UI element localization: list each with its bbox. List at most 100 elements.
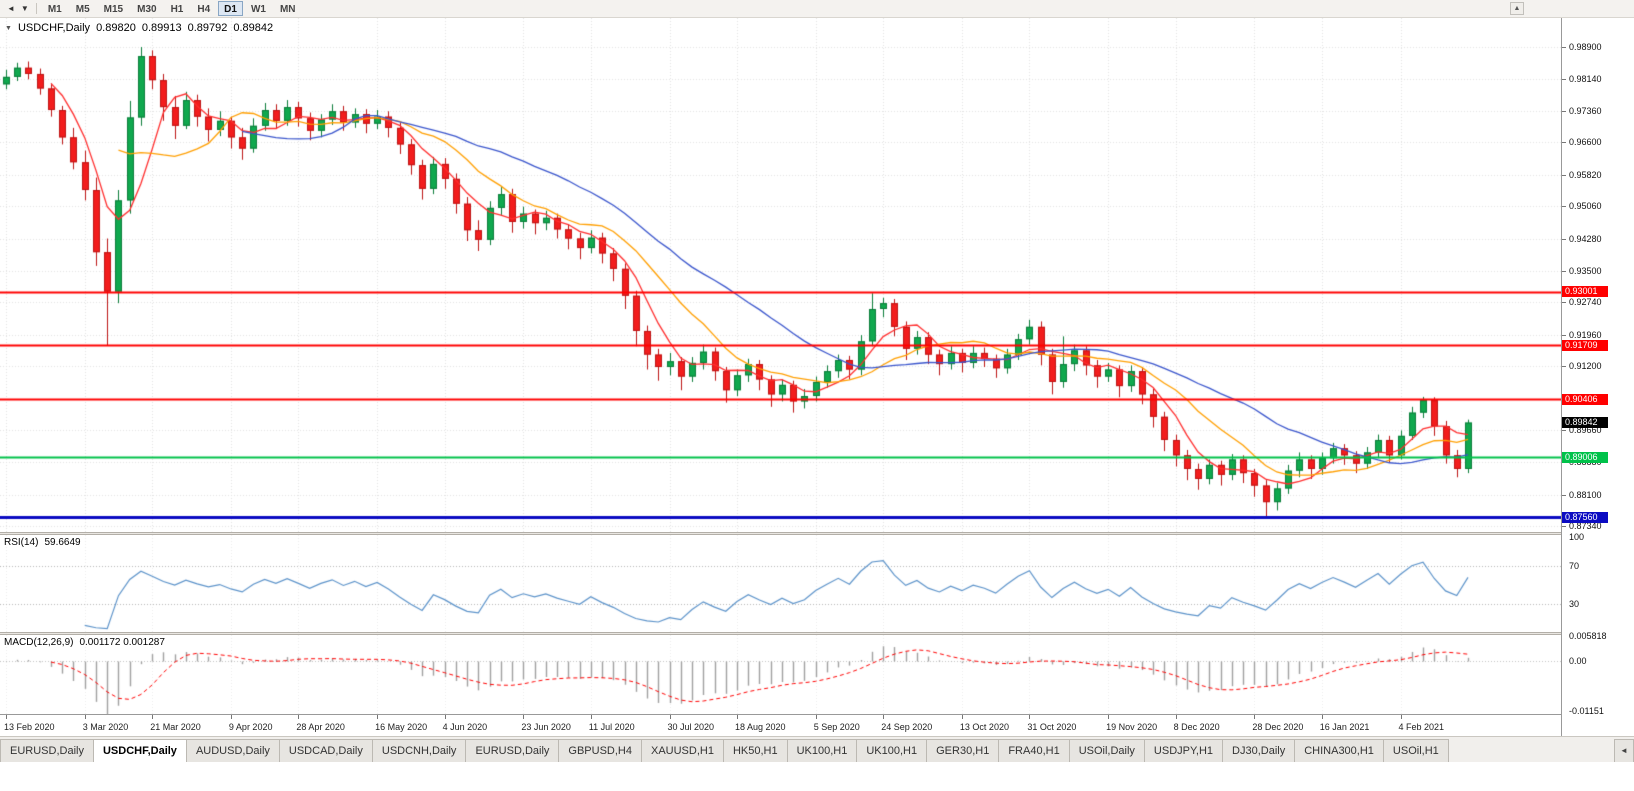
price-level-flag: 0.87560 bbox=[1562, 511, 1608, 523]
time-axis-tick bbox=[445, 715, 446, 719]
price-axis-tick bbox=[1562, 271, 1566, 272]
price-chart-panel[interactable]: ▼ USDCHF,Daily 0.89820 0.89913 0.89792 0… bbox=[0, 18, 1561, 532]
time-axis-label: 8 Dec 2020 bbox=[1173, 722, 1220, 732]
time-axis-label: 4 Jun 2020 bbox=[442, 722, 488, 732]
panel-splitter[interactable] bbox=[0, 532, 1634, 535]
price-axis-label: 0.98900 bbox=[1569, 42, 1602, 53]
chart-tab[interactable]: USDCAD,Daily bbox=[278, 739, 373, 762]
toolbar-dropdown-caret-icon[interactable]: ▼ bbox=[20, 4, 29, 13]
timeframe-button-w1[interactable]: W1 bbox=[250, 4, 266, 15]
chart-tab[interactable]: GBPUSD,H4 bbox=[558, 739, 642, 762]
panel-splitter[interactable] bbox=[0, 632, 1634, 635]
chart-tab[interactable]: AUDUSD,Daily bbox=[185, 739, 280, 762]
time-axis-tick bbox=[1029, 715, 1030, 719]
macd-chart-canvas[interactable] bbox=[0, 635, 1561, 714]
chart-symbol-label: USDCHF,Daily bbox=[17, 22, 91, 34]
time-axis-tick bbox=[737, 715, 738, 719]
time-axis-tick bbox=[670, 715, 671, 719]
time-axis-tick bbox=[816, 715, 817, 719]
chart-cursor-icon[interactable]: ◄ bbox=[7, 4, 15, 13]
timeframe-button-h4[interactable]: H4 bbox=[197, 4, 211, 15]
chart-tab[interactable]: UK100,H1 bbox=[786, 739, 858, 762]
rsi-value: 59.6649 bbox=[44, 537, 81, 548]
price-axis-label: 0.94280 bbox=[1569, 233, 1602, 244]
chart-tab[interactable]: XAUUSD,H1 bbox=[640, 739, 724, 762]
price-axis-tick bbox=[1562, 111, 1566, 112]
price-axis[interactable]: 0.98900 0.98140 0.97360 0.96600 0.95820 0.950… bbox=[1561, 18, 1634, 736]
macd-label: MACD(12,26,9) 0.001172 0.001287 bbox=[4, 637, 165, 648]
time-axis-label: 13 Oct 2020 bbox=[959, 722, 1009, 732]
time-axis-tick bbox=[85, 715, 86, 719]
price-axis-tick bbox=[1562, 47, 1566, 48]
chart-tab[interactable]: CHINA300,H1 bbox=[1294, 739, 1384, 762]
time-axis-label: 30 Jul 2020 bbox=[667, 722, 715, 732]
chart-tab[interactable]: FRA40,H1 bbox=[998, 739, 1070, 762]
timeframe-button-d1[interactable]: D1 bbox=[218, 1, 243, 16]
chart-tab[interactable]: USOil,H1 bbox=[1382, 739, 1449, 762]
price-axis-label: 0.98140 bbox=[1569, 73, 1602, 84]
time-axis-tick bbox=[1254, 715, 1255, 719]
price-axis-tick bbox=[1562, 175, 1566, 176]
price-axis-label: 0.96600 bbox=[1569, 137, 1602, 148]
tab-scroll-left-button[interactable]: ◄ bbox=[1614, 739, 1634, 762]
time-axis-tick bbox=[6, 715, 7, 719]
timeframe-button-m5[interactable]: M5 bbox=[75, 4, 90, 15]
price-axis-tick bbox=[1562, 239, 1566, 240]
chart-tab[interactable]: EURUSD,Daily bbox=[0, 739, 94, 762]
chart-tab[interactable]: USDJPY,H1 bbox=[1143, 739, 1224, 762]
chart-tab[interactable]: HK50,H1 bbox=[722, 739, 788, 762]
time-axis-label: 24 Sep 2020 bbox=[881, 722, 933, 732]
time-axis-label: 16 Jan 2021 bbox=[1319, 722, 1370, 732]
rsi-chart-canvas[interactable] bbox=[0, 535, 1561, 632]
rsi-axis-label: 30 bbox=[1569, 598, 1580, 609]
time-axis-tick bbox=[152, 715, 153, 719]
price-axis-tick bbox=[1562, 206, 1566, 207]
price-axis-label: 0.91960 bbox=[1569, 329, 1602, 340]
chart-tab[interactable]: UK100,H1 bbox=[856, 739, 928, 762]
collapse-caret-icon[interactable]: ▼ bbox=[5, 24, 12, 32]
price-axis-label: 0.91200 bbox=[1569, 361, 1602, 372]
chart-tab[interactable]: EURUSD,Daily bbox=[465, 739, 560, 762]
price-axis-tick bbox=[1562, 526, 1566, 527]
time-axis-tick bbox=[231, 715, 232, 719]
candlestick-chart-canvas[interactable] bbox=[0, 18, 1561, 532]
rsi-indicator-panel[interactable]: RSI(14) 59.6649 bbox=[0, 535, 1561, 632]
timeframe-button-m15[interactable]: M15 bbox=[103, 4, 124, 15]
macd-axis-label: 0.00 bbox=[1569, 656, 1587, 667]
time-axis-tick bbox=[1108, 715, 1109, 719]
price-axis-tick bbox=[1562, 142, 1566, 143]
chart-tabs: EURUSD,Daily USDCHF,Daily AUDUSD,Daily USDC… bbox=[0, 739, 1614, 762]
price-level-flag: 0.91709 bbox=[1562, 339, 1608, 351]
time-axis-tick bbox=[377, 715, 378, 719]
time-axis-label: 13 Feb 2020 bbox=[4, 722, 55, 732]
time-axis-tick bbox=[1401, 715, 1402, 719]
toolbar-separator bbox=[35, 3, 37, 14]
time-axis[interactable]: 13 Feb 2020 3 Mar 2020 21 Mar 2020 9 Apr 20… bbox=[0, 714, 1561, 736]
chart-tab[interactable]: DJ30,Daily bbox=[1222, 739, 1296, 762]
chart-tab[interactable]: GER30,H1 bbox=[926, 739, 1000, 762]
timeframe-button-m30[interactable]: M30 bbox=[137, 4, 157, 15]
rsi-axis-label: 70 bbox=[1569, 560, 1580, 571]
timeframe-button-mn[interactable]: MN bbox=[279, 4, 296, 15]
time-axis-tick bbox=[591, 715, 592, 719]
price-axis-tick bbox=[1562, 430, 1566, 431]
timeframes-toolbar: ◄ ▼ M1 M5 M15 M30 H1 H4 D1 W1 MN ▲ bbox=[0, 0, 1634, 18]
chart-tab[interactable]: USOil,Daily bbox=[1068, 739, 1145, 762]
time-axis-tick bbox=[523, 715, 524, 719]
timeframe-button-h1[interactable]: H1 bbox=[170, 4, 184, 15]
chart-tab[interactable]: USDCHF,Daily bbox=[92, 739, 187, 762]
price-axis-tick bbox=[1562, 366, 1566, 367]
price-axis-tick bbox=[1562, 495, 1566, 496]
price-axis-label: 0.95060 bbox=[1569, 201, 1602, 212]
timeframe-button-m1[interactable]: M1 bbox=[47, 4, 62, 15]
macd-indicator-panel[interactable]: MACD(12,26,9) 0.001172 0.001287 bbox=[0, 635, 1561, 714]
timeframe-button-group: M1 M5 M15 M30 H1 H4 D1 W1 MN bbox=[41, 0, 303, 17]
chart-scroll-up-button[interactable]: ▲ bbox=[1510, 2, 1524, 15]
price-axis-label: 0.89660 bbox=[1569, 425, 1602, 436]
rsi-label: RSI(14) 59.6649 bbox=[4, 537, 81, 548]
chart-tab[interactable]: USDCNH,Daily bbox=[371, 739, 467, 762]
macd-axis-label: 0.005818 bbox=[1569, 630, 1607, 641]
price-axis-label: 0.97360 bbox=[1569, 105, 1602, 116]
time-axis-label: 4 Feb 2021 bbox=[1398, 722, 1445, 732]
